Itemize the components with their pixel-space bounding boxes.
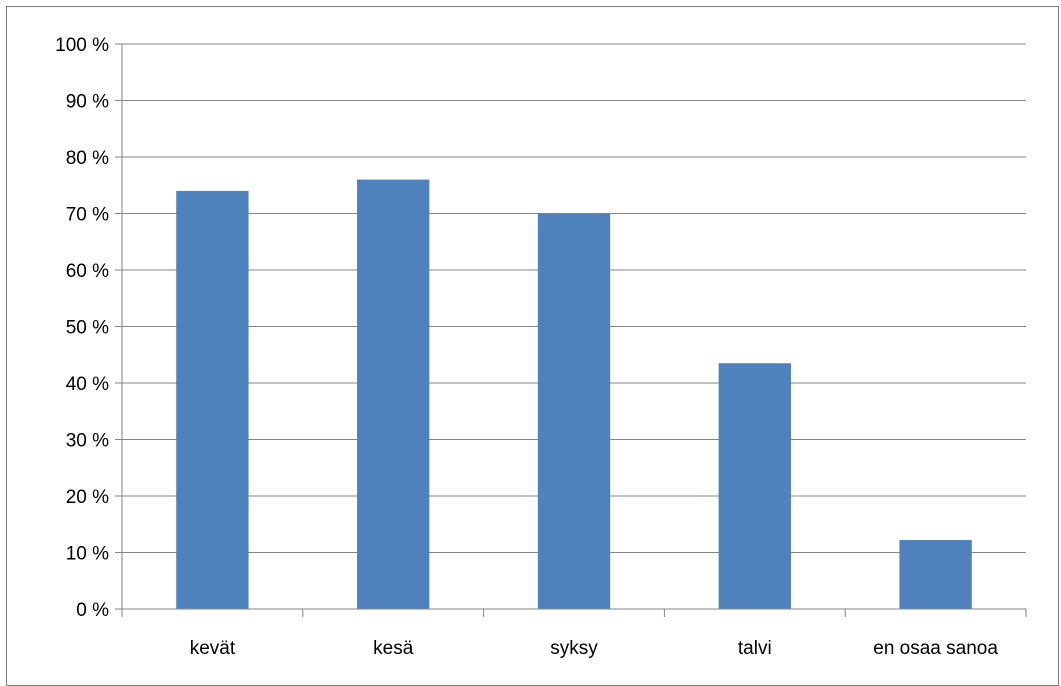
- y-tick-label: 70 %: [66, 205, 109, 226]
- y-tick-label: 80 %: [66, 148, 109, 169]
- bar: [357, 179, 430, 609]
- axes: [115, 43, 1027, 617]
- bars: [176, 179, 972, 609]
- x-tick-label: syksy: [550, 638, 598, 659]
- y-tick-label: 90 %: [66, 92, 109, 113]
- bar: [718, 363, 791, 609]
- bar-chart: 0 % 10 % 20 % 30 % 40 % 50 % 60 % 70 % 80 % 90 % 1…: [55, 35, 1027, 659]
- x-tick-label: en osaa sanoa: [873, 638, 998, 659]
- bar: [899, 540, 972, 609]
- y-tick-label: 50 %: [66, 318, 109, 339]
- bar: [176, 190, 249, 609]
- y-tick-label: 20 %: [66, 487, 109, 508]
- chart-frame: 0 % 10 % 20 % 30 % 40 % 50 % 60 % 70 % 80 % 90 % 1…: [6, 6, 1059, 686]
- y-axis-tick-labels: 0 % 10 % 20 % 30 % 40 % 50 % 60 % 70 % 80 % 90 % 1…: [55, 35, 109, 621]
- x-axis-tick-labels: kevät kesä syksy talvi en osaa sanoa: [190, 638, 999, 659]
- x-tick-label: kevät: [190, 638, 236, 659]
- bar: [537, 213, 611, 609]
- y-tick-label: 30 %: [66, 431, 109, 452]
- y-tick-label: 0 %: [76, 600, 109, 621]
- x-tick-label: kesä: [373, 638, 414, 659]
- y-tick-label: 10 %: [66, 544, 109, 565]
- x-tick-label: talvi: [738, 638, 772, 659]
- y-tick-label: 60 %: [66, 261, 109, 282]
- y-tick-label: 40 %: [66, 374, 109, 395]
- y-tick-label: 100 %: [55, 35, 109, 56]
